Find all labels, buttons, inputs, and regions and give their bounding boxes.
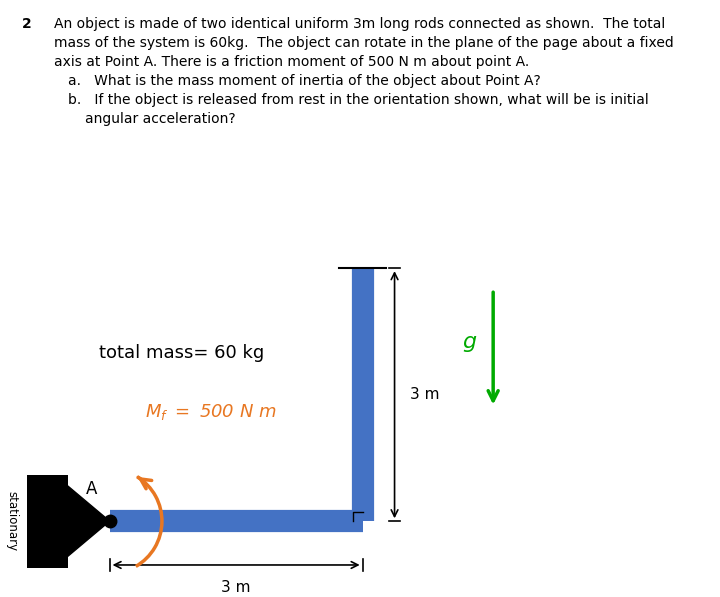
Text: 2: 2: [22, 17, 32, 30]
Text: $g$: $g$: [462, 334, 477, 354]
Text: axis at Point A. There is a friction moment of 500 N m about point A.: axis at Point A. There is a friction mom…: [54, 55, 529, 69]
Text: 3 m: 3 m: [410, 387, 439, 402]
Text: total mass= 60 kg: total mass= 60 kg: [99, 344, 264, 362]
Text: mass of the system is 60kg.  The object can rotate in the plane of the page abou: mass of the system is 60kg. The object c…: [54, 36, 674, 50]
Text: An object is made of two identical uniform 3m long rods connected as shown.  The: An object is made of two identical unifo…: [54, 17, 665, 30]
Polygon shape: [68, 486, 109, 556]
Text: angular acceleration?: angular acceleration?: [85, 112, 235, 126]
Text: b.   If the object is released from rest in the orientation shown, what will be : b. If the object is released from rest i…: [68, 93, 649, 107]
Bar: [27, 475, 68, 568]
Text: A: A: [86, 479, 96, 497]
Text: a.   What is the mass moment of inertia of the object about Point A?: a. What is the mass moment of inertia of…: [68, 74, 541, 88]
Text: stationary: stationary: [6, 491, 19, 551]
Text: 3 m: 3 m: [221, 580, 251, 595]
Text: $M_f$ $=$ 500 $N$ $m$: $M_f$ $=$ 500 $N$ $m$: [145, 402, 276, 421]
